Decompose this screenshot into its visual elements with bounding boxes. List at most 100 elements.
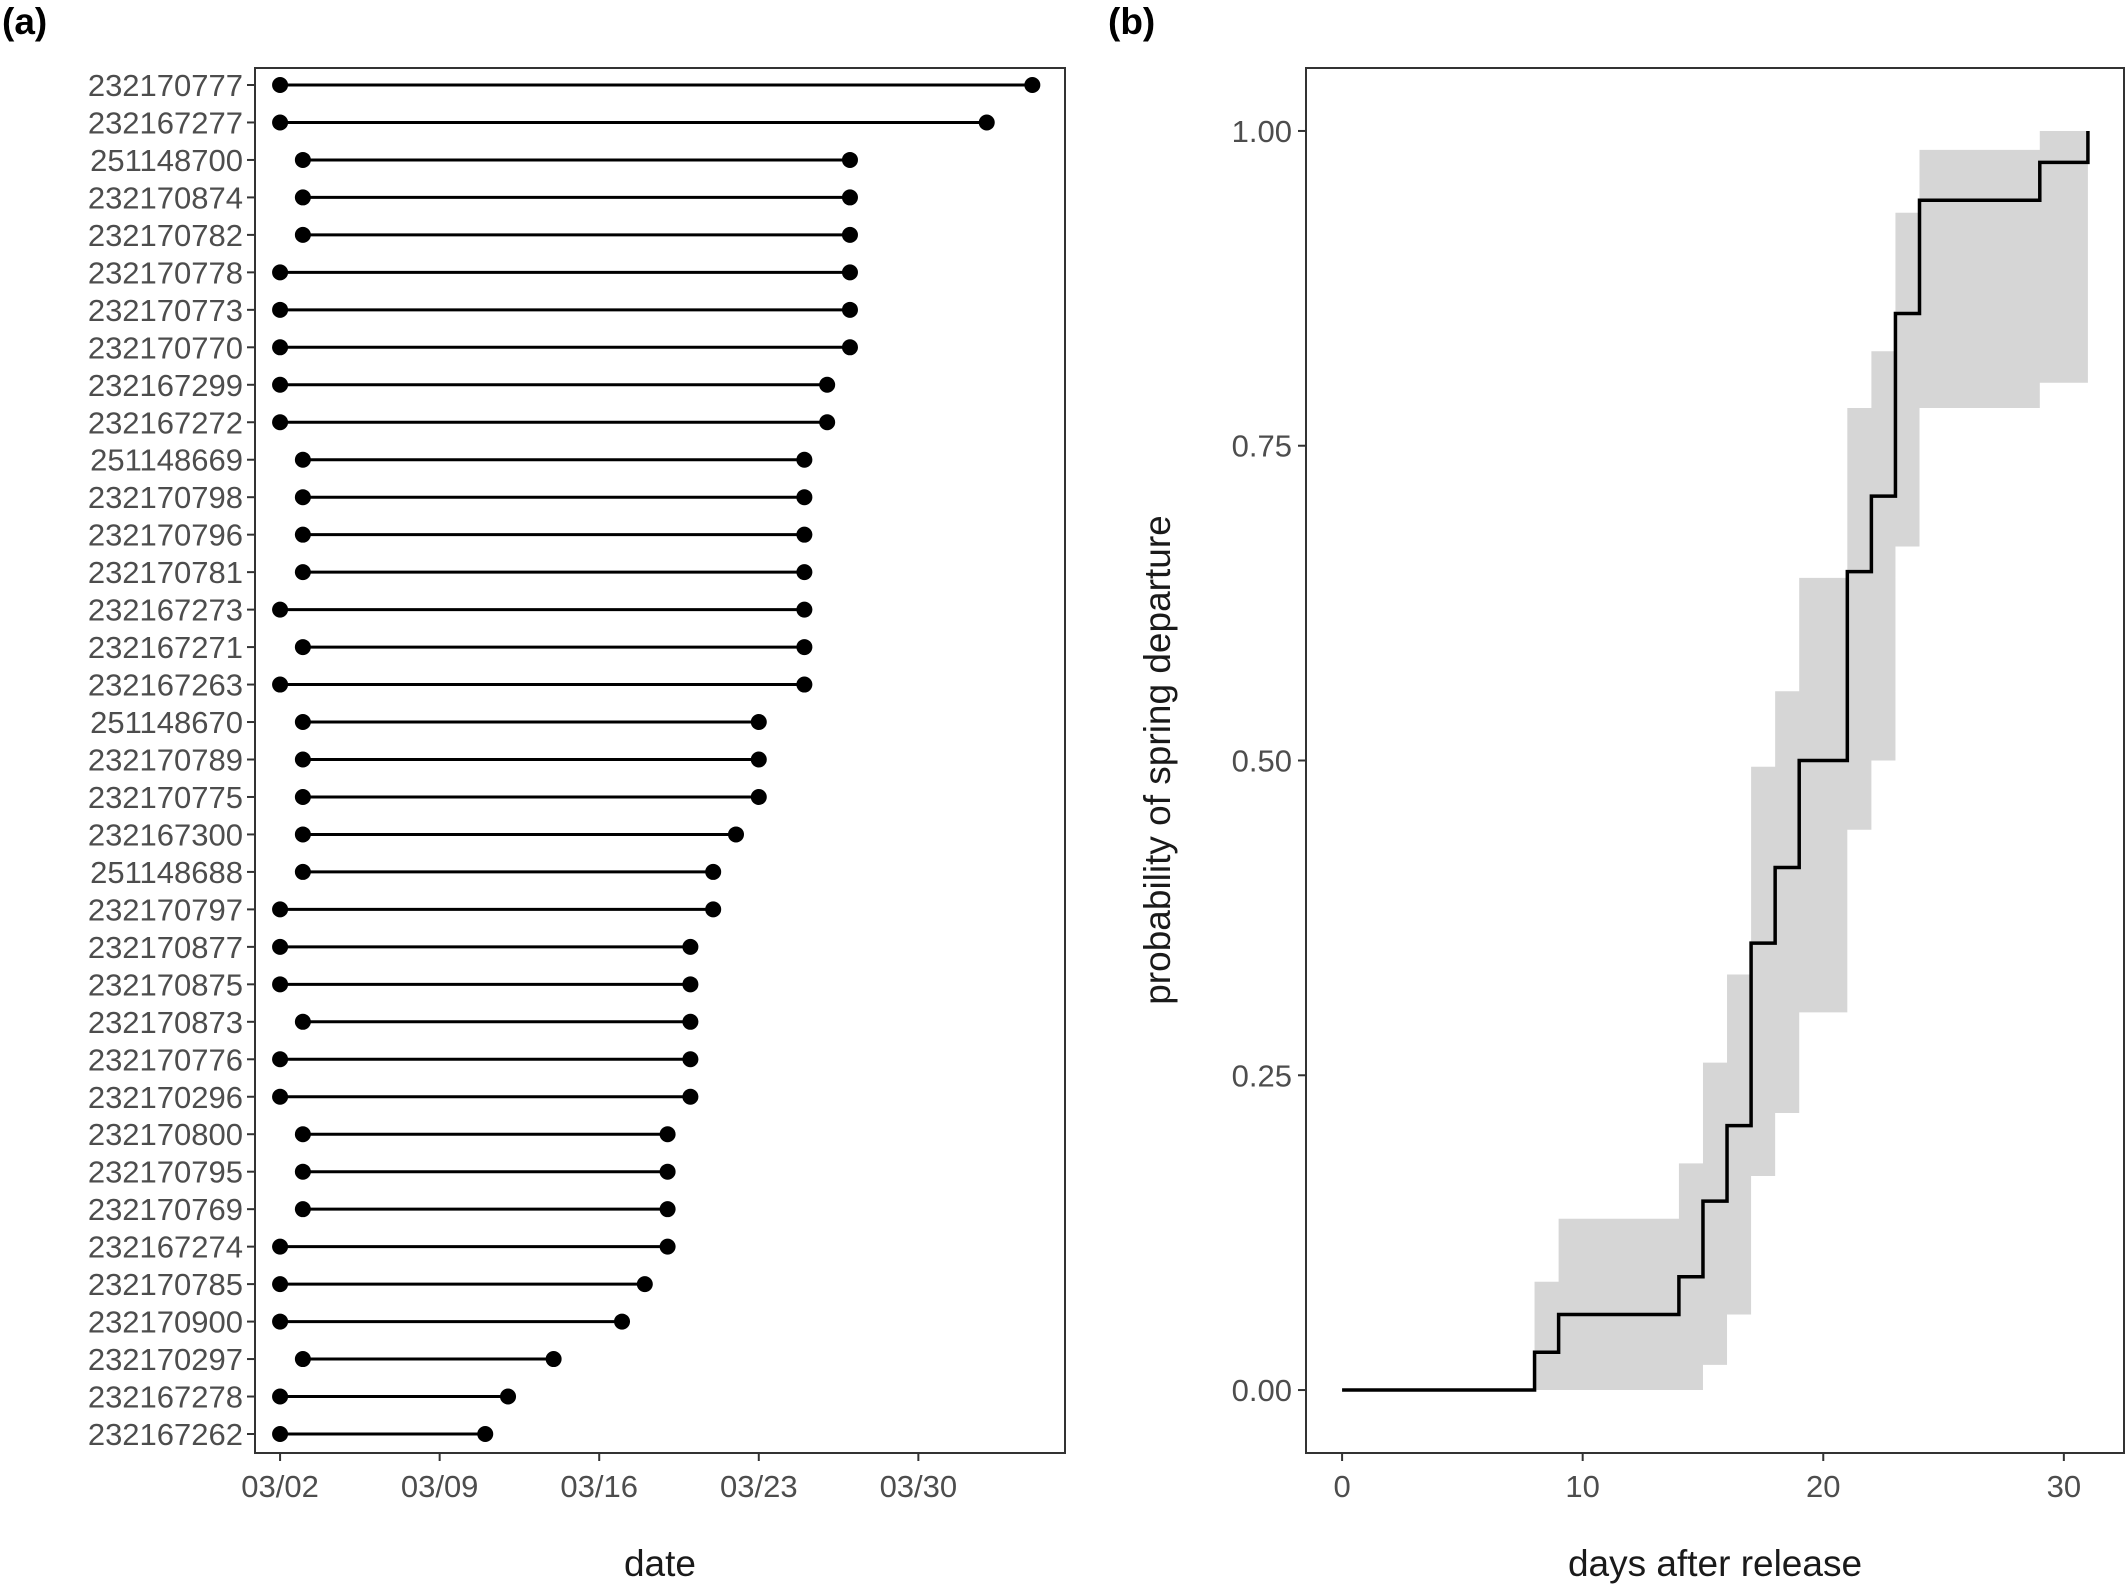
y-tick-label: 232170875	[88, 967, 243, 1002]
x-tick-label: 03/16	[560, 1469, 638, 1504]
end-point	[796, 676, 813, 693]
end-point	[682, 938, 699, 955]
start-point	[272, 938, 289, 955]
start-point	[272, 376, 289, 393]
start-point	[294, 1351, 311, 1368]
start-point	[294, 751, 311, 768]
end-point	[477, 1426, 494, 1442]
start-point	[294, 714, 311, 731]
start-point	[294, 1163, 311, 1180]
start-point	[272, 264, 289, 281]
x-tick-label: 10	[1565, 1469, 1599, 1504]
y-tick-label: 0.75	[1232, 429, 1292, 464]
end-point	[682, 976, 699, 993]
end-point	[796, 451, 813, 468]
panel-b-x-axis: 0 10 20 30	[1333, 1453, 2081, 1504]
end-point	[659, 1238, 676, 1255]
x-tick-label: 03/02	[241, 1469, 319, 1504]
panel-b-tag: (b)	[1108, 1, 1155, 42]
end-point	[682, 1088, 699, 1105]
survival-step-line	[1342, 130, 2090, 1392]
panel-a: (a) 232170777232167277251148700232170874…	[2, 1, 1066, 1584]
end-point	[636, 1276, 653, 1293]
y-tick-label: 232167273	[88, 593, 243, 628]
y-tick-label: 232167271	[88, 630, 243, 665]
end-point	[841, 264, 858, 281]
y-tick-label: 232170777	[88, 68, 243, 103]
end-point	[841, 226, 858, 243]
y-tick-label: 232170778	[88, 255, 243, 290]
panel-b-x-title: days after release	[1568, 1543, 1862, 1584]
y-tick-label: 232170873	[88, 1005, 243, 1040]
start-point	[272, 1388, 289, 1405]
y-tick-label: 0.00	[1232, 1373, 1292, 1408]
start-point	[272, 414, 289, 431]
end-point	[819, 376, 836, 393]
panel-b: (b) 0.00 0.25 0.50 0.75 1.00 0 10 20 30 days af…	[1108, 1, 2125, 1584]
end-point	[796, 639, 813, 656]
start-point	[294, 863, 311, 880]
end-point	[614, 1313, 631, 1330]
x-tick-label: 30	[2047, 1469, 2081, 1504]
start-point	[272, 976, 289, 993]
end-point	[750, 714, 767, 731]
y-tick-label: 232170789	[88, 743, 243, 778]
start-point	[272, 676, 289, 693]
end-point	[750, 751, 767, 768]
end-point	[705, 901, 722, 918]
start-point	[272, 1313, 289, 1330]
end-point	[978, 114, 995, 131]
end-point	[727, 826, 744, 843]
end-point	[545, 1351, 562, 1368]
start-point	[294, 1013, 311, 1030]
y-tick-label: 232170798	[88, 480, 243, 515]
y-tick-label: 1.00	[1232, 114, 1292, 149]
y-tick-label: 232170800	[88, 1117, 243, 1152]
end-point	[500, 1388, 517, 1405]
start-point	[272, 1051, 289, 1068]
start-point	[272, 301, 289, 318]
end-point	[682, 1051, 699, 1068]
start-point	[294, 151, 311, 168]
y-tick-label: 232167274	[88, 1230, 243, 1265]
x-tick-label: 03/23	[720, 1469, 798, 1504]
end-point	[841, 151, 858, 168]
end-point	[750, 788, 767, 805]
end-point	[682, 1013, 699, 1030]
y-tick-label: 232170769	[88, 1192, 243, 1227]
y-tick-label: 251148700	[90, 143, 243, 178]
start-point	[272, 901, 289, 918]
y-tick-label: 0.25	[1232, 1058, 1292, 1093]
y-tick-label: 251148688	[90, 855, 243, 890]
y-tick-label: 232170773	[88, 293, 243, 328]
y-tick-label: 0.50	[1232, 744, 1292, 779]
start-point	[294, 1201, 311, 1218]
y-tick-label: 232167300	[88, 817, 243, 852]
x-tick-label: 03/30	[880, 1469, 958, 1504]
end-point	[659, 1201, 676, 1218]
x-tick-label: 20	[1806, 1469, 1840, 1504]
y-tick-label: 232170770	[88, 330, 243, 365]
y-tick-label: 232170877	[88, 930, 243, 965]
start-point	[272, 1426, 289, 1442]
y-tick-label: 232167272	[88, 405, 243, 440]
y-tick-label: 232170874	[88, 180, 243, 215]
x-tick-label: 0	[1333, 1469, 1350, 1504]
y-tick-label: 232170797	[88, 892, 243, 927]
end-point	[796, 564, 813, 581]
panel-a-x-title: date	[624, 1543, 696, 1584]
start-point	[294, 451, 311, 468]
start-point	[272, 1276, 289, 1293]
end-point	[705, 863, 722, 880]
start-point	[294, 226, 311, 243]
end-point	[1024, 77, 1041, 93]
start-point	[272, 1238, 289, 1255]
y-tick-label: 232170785	[88, 1267, 243, 1302]
y-tick-label: 232170296	[88, 1080, 243, 1115]
y-tick-label: 251148670	[90, 705, 243, 740]
start-point	[272, 77, 289, 93]
end-point	[796, 601, 813, 618]
end-point	[819, 414, 836, 431]
start-point	[272, 339, 289, 356]
